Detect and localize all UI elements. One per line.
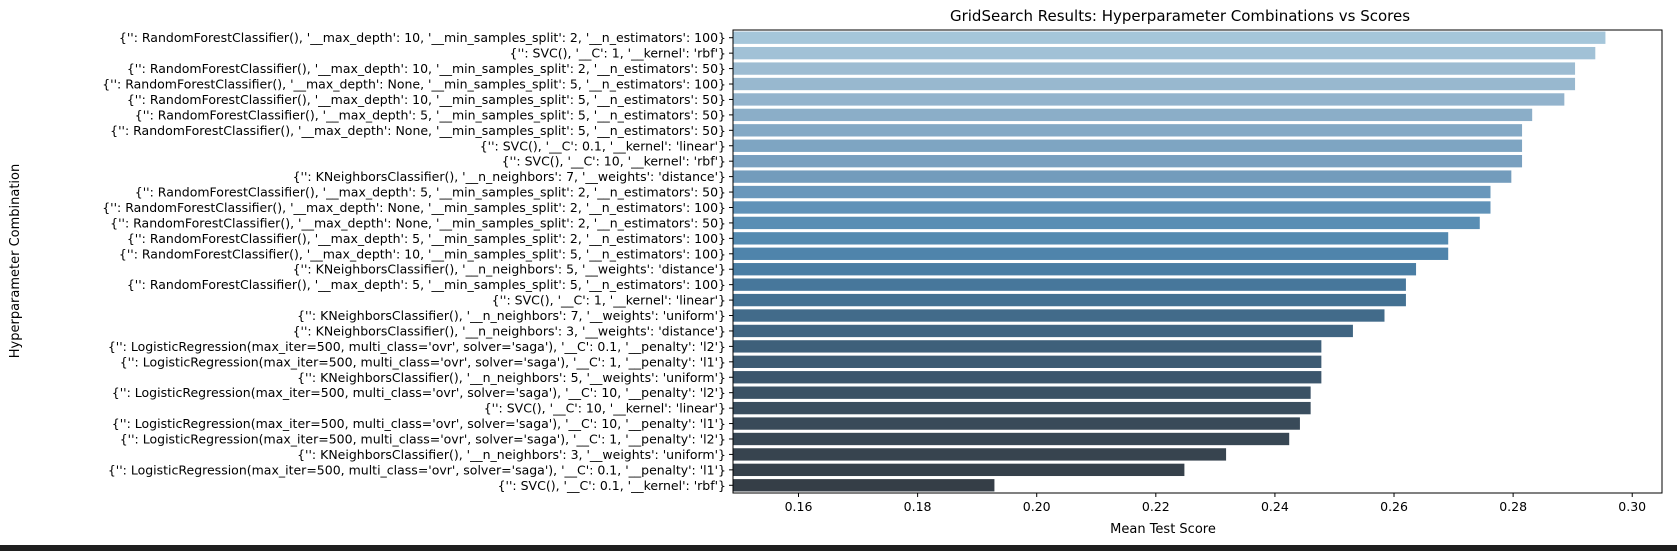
category-label: {'': LogisticRegression(max_iter=500, mu…	[108, 339, 726, 354]
bar	[733, 324, 1353, 338]
bar	[733, 201, 1491, 214]
category-label: {'': KNeighborsClassifier(), '__n_neighb…	[297, 308, 726, 323]
bar	[733, 293, 1406, 307]
category-label: {'': RandomForestClassifier(), '__max_de…	[102, 200, 726, 215]
bar	[733, 139, 1523, 152]
bar	[733, 401, 1311, 415]
category-label: {'': LogisticRegression(max_iter=500, mu…	[120, 354, 726, 369]
x-tick-label: 0.18	[904, 499, 932, 514]
category-label: {'': SVC(), '__C': 1, '__kernel': 'linea…	[492, 293, 726, 308]
bar	[733, 463, 1185, 477]
bar	[733, 46, 1596, 60]
bar	[733, 93, 1565, 106]
x-tick-label: 0.26	[1380, 499, 1408, 514]
x-tick-label: 0.24	[1261, 499, 1289, 514]
category-label: {'': LogisticRegression(max_iter=500, mu…	[108, 462, 726, 477]
plot-frame	[732, 29, 1663, 494]
category-label: {'': LogisticRegression(max_iter=500, mu…	[112, 416, 726, 431]
category-label: {'': SVC(), '__C': 1, '__kernel': 'rbf'}	[510, 46, 726, 61]
category-label: {'': SVC(), '__C': 0.1, '__kernel': 'lin…	[480, 138, 726, 153]
category-label: {'': RandomForestClassifier(), '__max_de…	[119, 30, 726, 45]
x-tick-label: 0.20	[1023, 499, 1051, 514]
category-label: {'': KNeighborsClassifier(), '__n_neighb…	[293, 323, 726, 338]
category-label: {'': RandomForestClassifier(), '__max_de…	[135, 185, 726, 200]
bar	[733, 62, 1576, 75]
x-tick-label: 0.30	[1618, 499, 1646, 514]
bar	[733, 170, 1512, 183]
category-label: {'': LogisticRegression(max_iter=500, mu…	[112, 385, 726, 400]
category-label: {'': SVC(), '__C': 10, '__kernel': 'rbf'…	[502, 154, 726, 169]
bar	[733, 309, 1385, 322]
category-label: {'': KNeighborsClassifier(), '__n_neighb…	[293, 169, 726, 184]
bar	[733, 247, 1449, 260]
category-label: {'': RandomForestClassifier(), '__max_de…	[135, 107, 726, 122]
x-axis-ticks: 0.16 0.18 0.20 0.22 0.24 0.26 0.28 0.30	[785, 493, 1646, 514]
bar	[733, 386, 1311, 399]
category-label: {'': KNeighborsClassifier(), '__n_neighb…	[293, 262, 726, 277]
bar	[733, 232, 1449, 245]
category-label: {'': RandomForestClassifier(), '__max_de…	[127, 92, 726, 107]
bar	[733, 432, 1290, 446]
category-label: {'': RandomForestClassifier(), '__max_de…	[119, 246, 726, 261]
bar	[733, 479, 995, 492]
bars-group	[733, 31, 1606, 492]
chart-title: GridSearch Results: Hyperparameter Combi…	[950, 7, 1410, 25]
bar	[733, 340, 1322, 353]
category-label: {'': RandomForestClassifier(), '__max_de…	[127, 61, 726, 76]
category-label: {'': SVC(), '__C': 10, '__kernel': 'line…	[484, 401, 726, 416]
bar	[733, 263, 1417, 276]
x-tick-label: 0.22	[1142, 499, 1170, 514]
bar	[733, 155, 1523, 168]
category-label: {'': LogisticRegression(max_iter=500, mu…	[120, 431, 726, 446]
x-tick-label: 0.16	[785, 499, 813, 514]
bar	[733, 448, 1227, 461]
category-label: {'': KNeighborsClassifier(), '__n_neighb…	[297, 447, 726, 462]
bar	[733, 31, 1606, 44]
category-label: {'': RandomForestClassifier(), '__max_de…	[102, 77, 726, 92]
x-tick-label: 0.28	[1499, 499, 1527, 514]
bar	[733, 417, 1300, 430]
category-label: {'': RandomForestClassifier(), '__max_de…	[110, 123, 726, 138]
category-label: {'': KNeighborsClassifier(), '__n_neighb…	[297, 370, 726, 385]
bar	[733, 108, 1533, 122]
window-bottom-edge	[0, 545, 1677, 551]
bar	[733, 355, 1322, 368]
category-labels: {'': RandomForestClassifier(), '__max_de…	[102, 30, 733, 493]
bar	[733, 185, 1491, 199]
x-axis-label: Mean Test Score	[1110, 522, 1216, 537]
category-label: {'': SVC(), '__C': 0.1, '__kernel': 'rbf…	[498, 478, 726, 493]
bar	[733, 77, 1576, 91]
bar	[733, 371, 1322, 384]
bar	[733, 278, 1406, 291]
bar	[733, 216, 1480, 230]
bar	[733, 124, 1523, 137]
y-axis-label: Hyperparameter Combination	[8, 164, 23, 359]
category-label: {'': RandomForestClassifier(), '__max_de…	[127, 277, 726, 292]
category-label: {'': RandomForestClassifier(), '__max_de…	[110, 215, 726, 230]
category-label: {'': RandomForestClassifier(), '__max_de…	[127, 231, 726, 246]
